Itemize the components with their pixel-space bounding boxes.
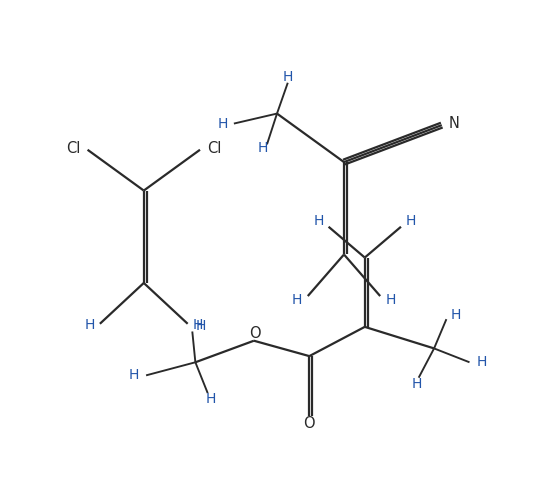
Text: N: N — [449, 116, 460, 131]
Text: H: H — [258, 141, 268, 155]
Text: H: H — [129, 369, 139, 382]
Text: H: H — [292, 293, 302, 307]
Text: H: H — [218, 117, 228, 130]
Text: H: H — [406, 214, 416, 228]
Text: O: O — [249, 326, 260, 340]
Text: O: O — [304, 416, 315, 431]
Text: H: H — [412, 377, 422, 391]
Text: H: H — [283, 70, 293, 85]
Text: H: H — [314, 214, 324, 228]
Text: H: H — [386, 293, 396, 307]
Text: H: H — [196, 319, 206, 333]
Text: H: H — [84, 317, 95, 332]
Text: H: H — [193, 317, 203, 332]
Text: Cl: Cl — [207, 141, 221, 156]
Text: H: H — [206, 392, 216, 406]
Text: Cl: Cl — [66, 141, 81, 156]
Text: H: H — [476, 355, 487, 369]
Text: H: H — [451, 307, 461, 322]
